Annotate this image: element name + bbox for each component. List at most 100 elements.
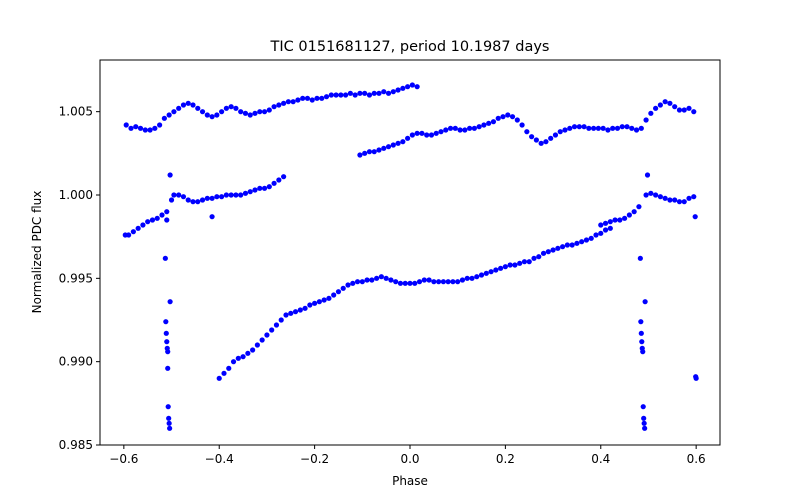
- data-point-lower-band-59: [498, 265, 504, 271]
- data-point-eclipse-dips-22: [642, 299, 648, 305]
- data-point-lower-band-49: [450, 279, 456, 285]
- data-point-lower-band-60: [502, 264, 508, 270]
- data-point-lower-band-39: [402, 280, 408, 286]
- data-point-upper-band-26: [247, 112, 253, 118]
- data-point-upper-band-75: [419, 130, 425, 136]
- data-point-upper-band-35: [290, 99, 296, 105]
- data-point-middle-band-46: [653, 192, 659, 198]
- data-point-eclipse-dips-1: [163, 319, 169, 325]
- data-point-lower-band-43: [421, 277, 427, 283]
- data-point-lower-band-10: [264, 332, 270, 338]
- data-point-lower-band-36: [388, 277, 394, 283]
- data-point-eclipse-dips-15: [639, 339, 645, 345]
- data-point-middle-band-20: [214, 194, 220, 200]
- data-point-upper-band-85: [467, 125, 473, 131]
- x-tick-label: −0.4: [205, 452, 234, 466]
- data-point-upper-band-25: [242, 110, 249, 116]
- data-point-upper-band-39: [309, 97, 315, 103]
- data-point-lower-band-50: [455, 279, 461, 285]
- data-point-lower-band-57: [488, 269, 494, 275]
- data-point-upper-band-121: [638, 125, 644, 131]
- data-point-upper-band-124: [653, 105, 659, 111]
- data-point-middle-band-31: [266, 184, 272, 190]
- data-point-upper-band-40: [314, 95, 320, 101]
- x-tick-label: 0.0: [400, 452, 419, 466]
- data-point-lower-band-68: [540, 250, 547, 256]
- data-point-lower-band-3: [230, 359, 237, 365]
- plot-frame: [99, 59, 721, 446]
- data-point-upper-band-41: [319, 95, 325, 101]
- data-point-upper-band-96: [519, 122, 525, 128]
- data-point-upper-band-15: [195, 105, 201, 111]
- data-point-lower-band-81: [602, 227, 609, 233]
- data-point-upper-band-57: [395, 87, 401, 93]
- x-axis-label: Phase: [392, 474, 428, 488]
- data-point-eclipse-dips-18: [640, 404, 646, 410]
- data-point-middle-band-4: [140, 222, 146, 228]
- data-point-upper-band-114: [605, 127, 611, 133]
- data-point-lower-band-71: [555, 245, 561, 251]
- data-point-middle-band-25: [238, 192, 244, 198]
- data-point-lower-band-34: [378, 274, 384, 280]
- data-point-upper-band-93: [505, 112, 511, 118]
- data-point-lower-band-58: [493, 267, 499, 273]
- data-point-eclipse-dips-21: [642, 425, 648, 431]
- data-point-lower-band-45: [431, 279, 437, 285]
- data-point-upper-band-126: [662, 99, 668, 105]
- data-point-middle-band-19: [209, 195, 215, 201]
- data-point-upper-band-69: [390, 142, 396, 148]
- data-point-lower-band-13: [278, 317, 284, 323]
- data-point-upper-band-18: [209, 114, 215, 120]
- chart-title: TIC 0151681127, period 10.1987 days: [270, 39, 550, 55]
- data-point-upper-band-46: [343, 92, 349, 98]
- data-point-eclipse-dips-6: [165, 365, 171, 371]
- data-point-lower-band-64: [521, 259, 528, 265]
- data-point-middle-band-47: [657, 194, 663, 200]
- data-point-middle-band-45: [648, 190, 654, 196]
- data-point-upper-band-77: [428, 132, 435, 138]
- data-point-middle-band-16: [195, 199, 201, 205]
- data-point-upper-band-56: [390, 89, 396, 95]
- data-point-upper-band-12: [180, 102, 187, 108]
- data-point-lower-band-30: [359, 279, 365, 285]
- data-point-upper-band-122: [643, 117, 649, 123]
- data-point-upper-band-120: [633, 127, 640, 133]
- data-point-upper-band-65: [371, 149, 377, 155]
- data-point-middle-band-41: [626, 212, 632, 218]
- data-point-upper-band-73: [409, 132, 415, 138]
- data-point-middle-band-9: [164, 209, 170, 215]
- data-point-upper-band-48: [352, 92, 358, 98]
- data-point-upper-band-106: [567, 125, 573, 131]
- data-point-upper-band-29: [261, 109, 268, 115]
- data-point-upper-band-78: [433, 130, 439, 136]
- data-point-lower-band-72: [560, 244, 566, 250]
- data-point-middle-band-14: [185, 197, 191, 203]
- data-point-eclipse-dips-9: [166, 420, 172, 426]
- data-point-middle-band-12: [176, 192, 182, 198]
- data-point-upper-band-51: [366, 92, 373, 98]
- data-point-lower-band-20: [312, 300, 318, 306]
- data-point-lower-band-38: [397, 280, 404, 286]
- data-point-upper-band-7: [157, 122, 163, 128]
- data-point-lower-band-21: [316, 299, 322, 305]
- data-point-upper-band-88: [481, 122, 487, 128]
- data-point-upper-band-83: [457, 127, 463, 133]
- data-point-upper-band-117: [619, 124, 625, 130]
- data-point-lower-band-73: [564, 242, 570, 248]
- data-point-upper-band-107: [571, 124, 578, 130]
- data-point-middle-band-17: [199, 197, 206, 203]
- data-point-eclipse-dips-19: [641, 415, 647, 421]
- data-point-lower-band-23: [326, 295, 332, 301]
- data-point-upper-band-125: [657, 102, 663, 108]
- data-point-lower-band-26: [340, 285, 346, 291]
- data-point-middle-band-22: [223, 192, 229, 198]
- data-point-upper-band-45: [338, 92, 344, 98]
- data-point-middle-band-10: [168, 197, 175, 203]
- data-point-upper-band-80: [443, 127, 449, 133]
- data-point-middle-band-40: [622, 215, 628, 221]
- data-point-upper-band-47: [347, 90, 353, 96]
- data-point-upper-band-113: [600, 125, 606, 131]
- data-point-lower-band-7: [250, 347, 256, 353]
- data-point-upper-band-79: [438, 129, 444, 135]
- data-point-middle-band-8: [159, 212, 165, 218]
